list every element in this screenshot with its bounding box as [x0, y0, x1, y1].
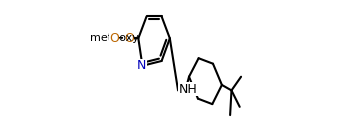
Text: NH: NH: [179, 83, 197, 95]
Text: O: O: [124, 32, 134, 45]
Text: O: O: [109, 32, 119, 45]
Text: methoxy: methoxy: [90, 33, 139, 43]
Text: N: N: [137, 59, 146, 72]
Text: methoxy_placeholder: methoxy_placeholder: [109, 37, 125, 39]
